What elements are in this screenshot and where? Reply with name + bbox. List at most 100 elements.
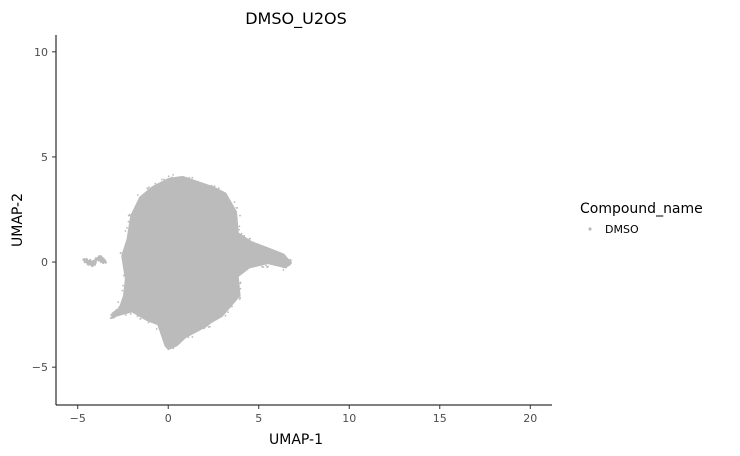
scatter-point bbox=[167, 175, 170, 178]
scatter-point bbox=[126, 227, 128, 229]
scatter-point bbox=[210, 184, 213, 187]
scatter-point bbox=[188, 176, 191, 179]
scatter-point bbox=[136, 315, 139, 318]
y-tick-label: −5 bbox=[32, 361, 48, 374]
y-tick-label: 0 bbox=[41, 256, 48, 269]
scatter-point bbox=[233, 201, 236, 203]
scatter-point bbox=[102, 259, 105, 262]
scatter-point bbox=[126, 303, 129, 306]
scatter-point bbox=[121, 307, 124, 310]
scatter-point bbox=[161, 178, 163, 181]
scatter-point bbox=[255, 250, 258, 253]
scatter-point bbox=[282, 266, 285, 269]
y-tick-label: 10 bbox=[34, 46, 48, 59]
scatter-point bbox=[147, 321, 150, 324]
scatter-point bbox=[83, 261, 86, 264]
scatter-point bbox=[264, 250, 267, 253]
scatter-point bbox=[127, 220, 130, 223]
x-tick-label: 20 bbox=[523, 412, 537, 425]
scatter-point bbox=[251, 250, 254, 252]
scatter-point bbox=[121, 289, 124, 292]
scatter-point bbox=[261, 249, 263, 251]
scatter-point bbox=[266, 253, 269, 256]
scatter-point bbox=[238, 228, 240, 231]
scatter-point bbox=[227, 311, 230, 313]
scatter-point bbox=[125, 299, 128, 302]
chart-title: DMSO_U2OS bbox=[245, 9, 347, 29]
y-tick-label: 5 bbox=[41, 151, 48, 164]
scatter-point bbox=[128, 301, 131, 304]
scatter-point bbox=[129, 313, 132, 315]
scatter-point bbox=[209, 325, 211, 328]
scatter-point bbox=[155, 328, 158, 330]
x-axis-ticks: −5 0 5 10 15 20 bbox=[70, 405, 537, 425]
x-tick-label: 10 bbox=[342, 412, 356, 425]
scatter-point bbox=[238, 225, 241, 228]
scatter-point bbox=[172, 347, 175, 350]
scatter-point bbox=[217, 187, 220, 190]
scatter-point bbox=[203, 327, 206, 330]
scatter-point bbox=[224, 314, 227, 317]
scatter-point bbox=[247, 247, 250, 250]
scatter-point bbox=[280, 255, 283, 258]
scatter-point bbox=[282, 269, 285, 271]
scatter-point bbox=[259, 248, 262, 251]
scatter-point bbox=[94, 261, 97, 263]
scatter-point bbox=[123, 304, 126, 307]
scatter-point bbox=[118, 308, 121, 311]
scatter-point bbox=[124, 230, 127, 232]
scatter-point bbox=[114, 313, 117, 316]
scatter-point bbox=[122, 274, 125, 277]
scatter-point bbox=[154, 182, 157, 185]
scatter-point bbox=[239, 287, 242, 290]
scatter-point bbox=[231, 305, 233, 308]
x-axis-title: UMAP-1 bbox=[269, 432, 323, 448]
scatter-point bbox=[148, 186, 150, 189]
scatter-point bbox=[122, 284, 124, 287]
scatter-point bbox=[170, 176, 173, 179]
scatter-point bbox=[102, 262, 105, 265]
scatter-point bbox=[239, 282, 242, 285]
point-cloud-body bbox=[115, 175, 292, 351]
legend: Compound_name DMSO bbox=[580, 201, 703, 236]
scatter-point bbox=[120, 252, 122, 254]
scatter-point bbox=[239, 296, 242, 299]
scatter-point bbox=[213, 185, 216, 188]
x-tick-label: 15 bbox=[433, 412, 447, 425]
scatter-point bbox=[267, 255, 270, 258]
scatter-point bbox=[191, 176, 194, 179]
scatter-point bbox=[147, 188, 150, 191]
legend-title: Compound_name bbox=[580, 201, 703, 217]
scatter-point bbox=[187, 336, 190, 339]
scatter-point bbox=[251, 248, 254, 250]
scatter-point bbox=[239, 214, 241, 217]
scatter-point bbox=[115, 308, 118, 311]
scatter-point bbox=[89, 261, 92, 264]
scatter-point bbox=[266, 266, 269, 269]
scatter-point bbox=[128, 213, 131, 216]
scatter-point bbox=[284, 264, 287, 267]
scatter-point bbox=[172, 174, 175, 176]
scatter-point bbox=[235, 207, 238, 209]
scatter-point bbox=[265, 264, 267, 267]
scatter-point bbox=[285, 266, 288, 269]
scatter-point bbox=[163, 178, 166, 181]
y-axis-title: UMAP-2 bbox=[10, 193, 26, 247]
legend-label-dmso: DMSO bbox=[605, 223, 639, 236]
scatter-point bbox=[191, 336, 194, 338]
scatter-point bbox=[86, 260, 89, 263]
scatter-point bbox=[278, 254, 281, 257]
scatter-point bbox=[87, 263, 90, 266]
scatter-point bbox=[109, 317, 112, 320]
y-axis-ticks: −5 0 5 10 bbox=[32, 46, 56, 374]
scatter-point bbox=[124, 314, 127, 316]
scatter-point bbox=[238, 298, 241, 300]
scatter-point bbox=[281, 263, 284, 266]
scatter-point bbox=[282, 260, 284, 262]
scatter-point bbox=[139, 317, 142, 320]
x-tick-label: −5 bbox=[70, 412, 86, 425]
scatter-point bbox=[248, 237, 251, 240]
x-tick-label: 0 bbox=[165, 412, 172, 425]
